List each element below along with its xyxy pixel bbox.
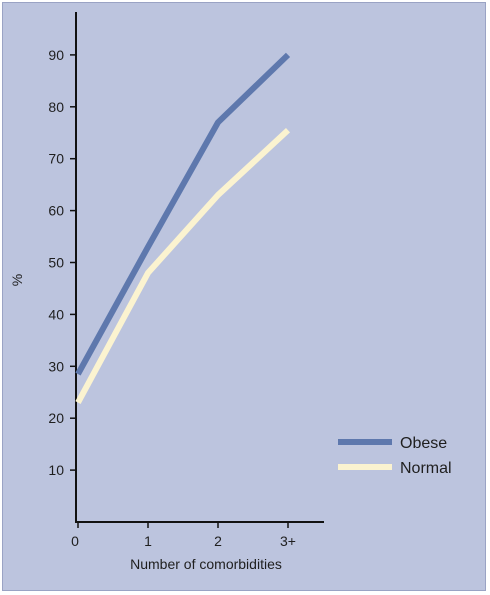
series-line-normal (75, 127, 291, 405)
x-tick-group: 0 1 2 3+ (71, 522, 296, 549)
y-tick-group: 10 20 30 40 50 60 70 80 90 (48, 47, 76, 478)
y-tick-label: 60 (48, 203, 64, 219)
y-tick-label: 10 (48, 462, 64, 478)
x-axis-label: Number of comorbidities (130, 556, 282, 572)
x-tick-label: 1 (144, 533, 152, 549)
legend: Obese Normal (338, 435, 452, 477)
chart-axes (75, 12, 324, 523)
y-tick-label: 90 (48, 47, 64, 63)
y-axis-label: % (9, 274, 25, 286)
y-tick-label: 50 (48, 255, 64, 271)
y-tick-label: 40 (48, 306, 64, 322)
series-line-obese (75, 52, 291, 376)
legend-label-obese: Obese (400, 435, 447, 452)
x-tick-label: 3+ (280, 533, 296, 549)
y-tick-label: 70 (48, 151, 64, 167)
y-tick-label: 80 (48, 99, 64, 115)
y-tick-label: 30 (48, 358, 64, 374)
series-group (75, 52, 291, 405)
legend-label-normal: Normal (400, 460, 452, 477)
x-tick-label: 0 (71, 533, 79, 549)
y-tick-label: 20 (48, 410, 64, 426)
x-tick-label: 2 (214, 533, 222, 549)
